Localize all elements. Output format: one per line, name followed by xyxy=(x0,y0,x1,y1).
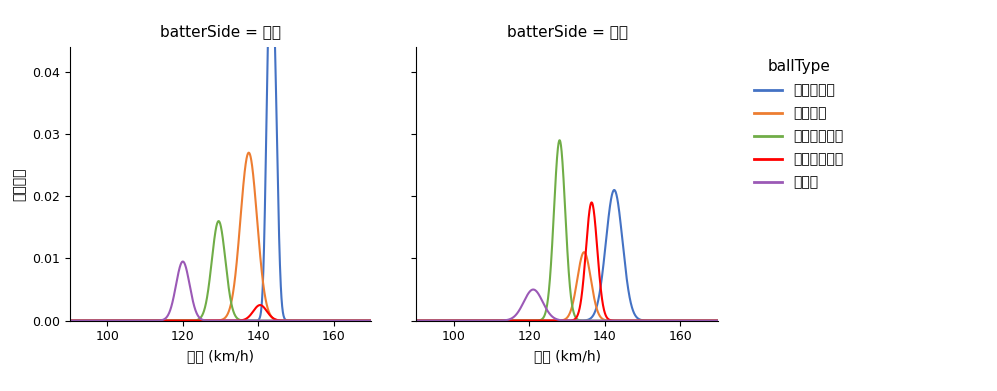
Title: batterSide = 左打: batterSide = 左打 xyxy=(160,24,281,39)
Title: batterSide = 右打: batterSide = 右打 xyxy=(506,24,628,39)
Legend: ストレート, フォーク, 縦スライダー, カットボール, カーブ: ストレート, フォーク, 縦スライダー, カットボール, カーブ xyxy=(749,54,849,195)
X-axis label: 球速 (km/h): 球速 (km/h) xyxy=(533,349,600,363)
X-axis label: 球速 (km/h): 球速 (km/h) xyxy=(187,349,254,363)
Y-axis label: 確率密度: 確率密度 xyxy=(13,167,27,201)
